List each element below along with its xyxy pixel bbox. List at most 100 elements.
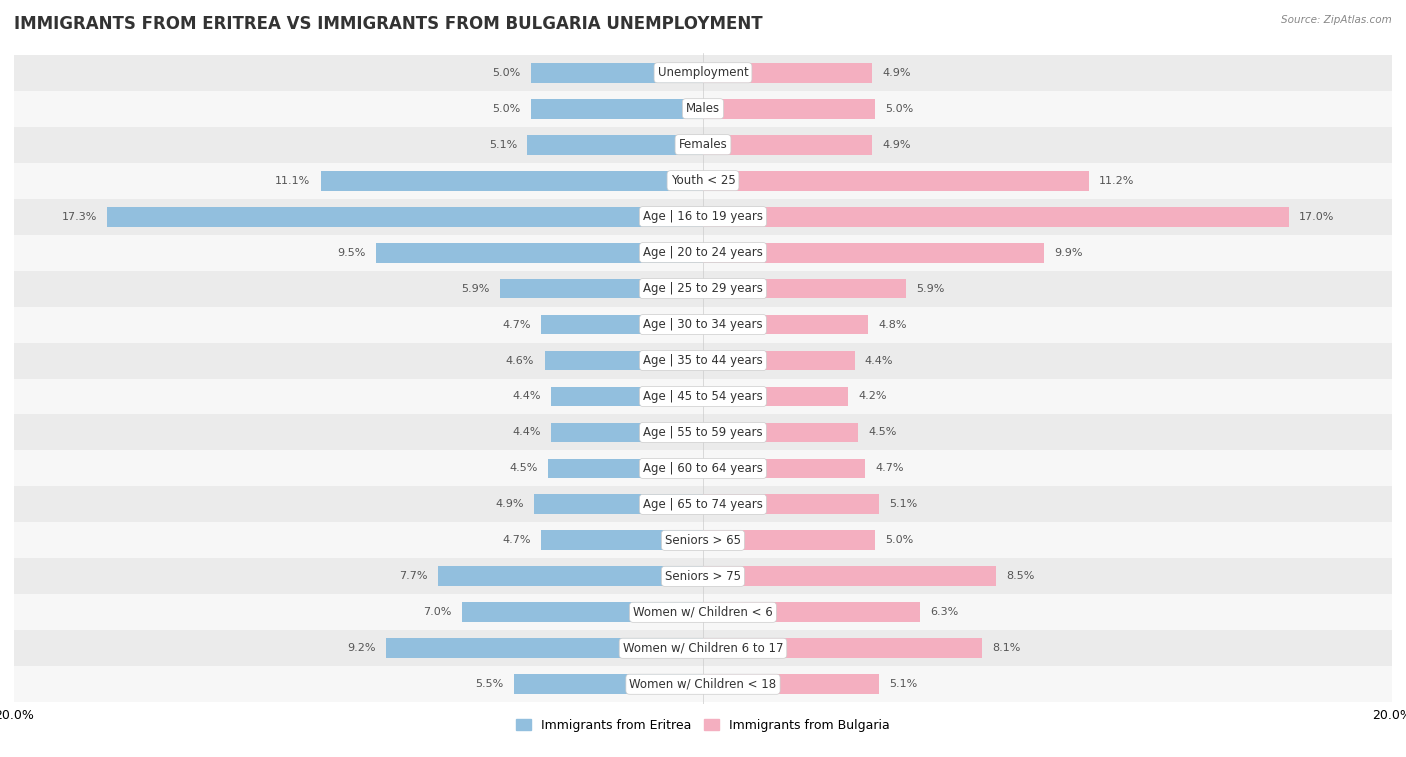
Text: 4.7%: 4.7% [502,535,531,545]
Bar [548,459,703,478]
Bar [531,63,703,83]
Text: 8.1%: 8.1% [993,643,1021,653]
Bar [461,603,703,622]
Bar [703,207,1289,226]
Text: 5.0%: 5.0% [886,535,914,545]
Text: Age | 30 to 34 years: Age | 30 to 34 years [643,318,763,331]
Bar [14,307,1392,342]
Text: 4.7%: 4.7% [502,319,531,329]
Bar [703,243,1045,263]
Text: Seniors > 65: Seniors > 65 [665,534,741,547]
Bar [703,494,879,514]
Bar [437,566,703,586]
Text: Seniors > 75: Seniors > 75 [665,570,741,583]
Text: 5.9%: 5.9% [917,284,945,294]
Text: Age | 45 to 54 years: Age | 45 to 54 years [643,390,763,403]
Text: 4.4%: 4.4% [513,391,541,401]
Bar [14,163,1392,198]
Text: Unemployment: Unemployment [658,67,748,79]
Bar [703,387,848,407]
Text: Women w/ Children < 6: Women w/ Children < 6 [633,606,773,618]
Text: 5.9%: 5.9% [461,284,489,294]
Text: Age | 60 to 64 years: Age | 60 to 64 years [643,462,763,475]
Text: Males: Males [686,102,720,115]
Text: Source: ZipAtlas.com: Source: ZipAtlas.com [1281,15,1392,25]
Text: Age | 25 to 29 years: Age | 25 to 29 years [643,282,763,295]
Bar [703,603,920,622]
Text: 4.7%: 4.7% [875,463,904,473]
Bar [703,459,865,478]
Bar [703,63,872,83]
Text: 9.9%: 9.9% [1054,248,1083,257]
Text: Age | 35 to 44 years: Age | 35 to 44 years [643,354,763,367]
Text: 7.7%: 7.7% [399,572,427,581]
Bar [513,674,703,694]
Bar [703,315,869,335]
Text: 4.6%: 4.6% [506,356,534,366]
Bar [703,674,879,694]
Bar [703,638,981,658]
Bar [14,378,1392,415]
Text: Females: Females [679,139,727,151]
Text: 4.9%: 4.9% [882,68,911,78]
Text: Women w/ Children < 18: Women w/ Children < 18 [630,678,776,690]
Bar [541,531,703,550]
Text: 8.5%: 8.5% [1007,572,1035,581]
Bar [499,279,703,298]
Text: 11.2%: 11.2% [1099,176,1135,185]
Bar [14,522,1392,559]
Text: Age | 20 to 24 years: Age | 20 to 24 years [643,246,763,259]
Text: 11.1%: 11.1% [276,176,311,185]
Text: Youth < 25: Youth < 25 [671,174,735,187]
Text: 6.3%: 6.3% [931,607,959,617]
Text: 4.4%: 4.4% [513,428,541,438]
Text: 4.2%: 4.2% [858,391,887,401]
Bar [703,566,995,586]
Bar [551,387,703,407]
Text: 4.9%: 4.9% [882,140,911,150]
Bar [375,243,703,263]
Text: 5.0%: 5.0% [492,68,520,78]
Text: Age | 16 to 19 years: Age | 16 to 19 years [643,210,763,223]
Bar [14,415,1392,450]
Bar [534,494,703,514]
Bar [531,99,703,119]
Bar [14,126,1392,163]
Bar [551,422,703,442]
Text: Age | 55 to 59 years: Age | 55 to 59 years [643,426,763,439]
Bar [14,487,1392,522]
Bar [527,135,703,154]
Text: 5.1%: 5.1% [489,140,517,150]
Bar [14,594,1392,631]
Text: 9.5%: 9.5% [337,248,366,257]
Bar [703,99,875,119]
Bar [703,171,1088,191]
Bar [14,666,1392,702]
Bar [107,207,703,226]
Text: 5.1%: 5.1% [889,500,917,509]
Bar [14,235,1392,270]
Bar [387,638,703,658]
Text: 4.5%: 4.5% [869,428,897,438]
Text: 17.0%: 17.0% [1299,212,1334,222]
Bar [14,631,1392,666]
Bar [14,270,1392,307]
Bar [544,350,703,370]
Text: 17.3%: 17.3% [62,212,97,222]
Bar [14,450,1392,487]
Text: Age | 65 to 74 years: Age | 65 to 74 years [643,498,763,511]
Text: 4.4%: 4.4% [865,356,893,366]
Text: Women w/ Children 6 to 17: Women w/ Children 6 to 17 [623,642,783,655]
Text: 5.0%: 5.0% [492,104,520,114]
Bar [14,342,1392,378]
Text: 5.0%: 5.0% [886,104,914,114]
Text: 5.1%: 5.1% [889,679,917,689]
Legend: Immigrants from Eritrea, Immigrants from Bulgaria: Immigrants from Eritrea, Immigrants from… [512,714,894,737]
Bar [14,91,1392,126]
Bar [321,171,703,191]
Text: 5.5%: 5.5% [475,679,503,689]
Bar [703,279,907,298]
Text: 4.9%: 4.9% [495,500,524,509]
Text: 4.5%: 4.5% [509,463,537,473]
Bar [14,198,1392,235]
